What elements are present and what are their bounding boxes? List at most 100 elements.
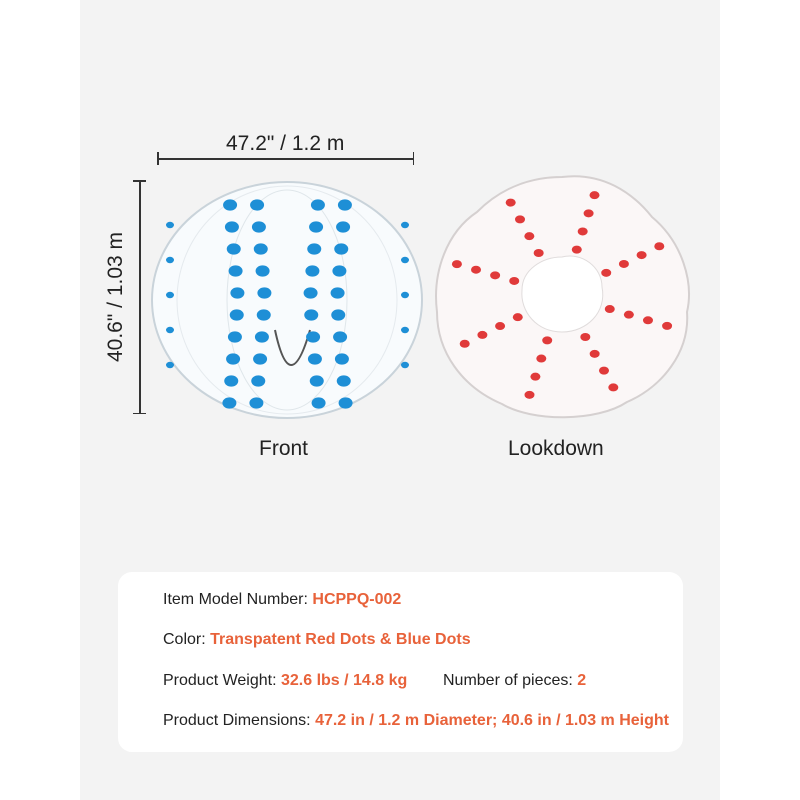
dot [254,331,269,343]
dot [459,339,470,348]
dot [303,287,318,299]
dot [336,221,351,233]
dot [250,199,265,211]
dot [224,221,239,233]
dot [334,353,349,365]
spec-model: Item Model Number: HCPPQ-002 [163,591,401,609]
spec-dimensions: Product Dimensions: 47.2 in / 1.2 m Diam… [163,712,669,730]
dot [230,287,245,299]
dot [227,331,242,343]
dot [334,243,349,255]
dot [330,287,345,299]
dot [226,353,241,365]
dot [304,309,319,321]
dot [166,361,174,369]
dot [636,251,647,260]
dot [512,313,523,322]
spec-weight: Product Weight: 32.6 lbs / 14.8 kg [163,672,407,690]
dot [309,375,324,387]
dot [401,361,409,369]
spec-label: Product Dimensions: [163,712,316,729]
dot [618,259,629,268]
dot [509,276,520,285]
dot [401,291,409,299]
spec-label: Color: [163,631,211,648]
dot [256,309,271,321]
dot [524,390,535,399]
dot [542,336,553,345]
dot [166,326,174,334]
dot [623,310,634,319]
spec-card: Item Model Number: HCPPQ-002 Color: Tran… [118,572,683,752]
dot [401,256,409,264]
height-label: 40.6" / 1.03 m [104,231,127,363]
dot [224,375,239,387]
dot [257,287,272,299]
dot [337,199,352,211]
dot [223,199,238,211]
dot [309,221,324,233]
dot [524,232,535,241]
spec-label: Number of pieces: [443,672,578,689]
dot [451,260,462,269]
width-dimension-line [157,153,414,164]
dot [583,209,594,218]
lookdown-caption: Lookdown [508,437,604,460]
dot [571,245,582,254]
dot [166,221,174,229]
dot [253,243,268,255]
dot [228,265,243,277]
dot [533,248,544,257]
width-label: 47.2" / 1.2 m [226,132,345,155]
dot [598,366,609,375]
dot [222,397,237,409]
spec-color: Color: Transpatent Red Dots & Blue Dots [163,631,471,649]
dot [333,331,348,343]
dot [166,256,174,264]
spec-label: Item Model Number: [163,591,313,608]
dot [310,199,325,211]
dot [305,265,320,277]
spec-value: HCPPQ-002 [312,591,402,608]
dot [311,397,326,409]
dot [332,265,347,277]
spec-value: 2 [577,672,587,689]
dot [589,349,600,358]
dot [515,215,526,224]
dot [251,221,266,233]
dot [580,333,591,342]
dot [642,316,653,325]
dot [251,375,266,387]
front-caption: Front [259,437,309,460]
dot [601,268,612,277]
spec-pieces: Number of pieces: 2 [443,672,586,690]
dot [307,353,322,365]
dot [306,331,321,343]
spec-value: Transpatent Red Dots & Blue Dots [210,631,471,648]
dot [401,326,409,334]
dot [249,397,264,409]
dot [654,242,665,251]
spec-label: Product Weight: [163,672,281,689]
dot [536,354,547,363]
dot [530,372,541,381]
dot [495,322,506,331]
dot [336,375,351,387]
lookdown-ball-image [435,175,690,419]
dot [490,271,501,280]
dot [307,243,322,255]
dot [226,243,241,255]
front-ball-image [151,181,423,419]
dot [604,305,615,314]
dot [608,383,619,392]
dot [505,198,516,207]
dot [477,330,488,339]
dot [662,321,673,330]
dot [577,227,588,236]
dot [255,265,270,277]
dot [166,291,174,299]
spec-value: 32.6 lbs / 14.8 kg [280,672,408,689]
dot [331,309,346,321]
dot [253,353,268,365]
height-dimension-line [134,180,145,414]
